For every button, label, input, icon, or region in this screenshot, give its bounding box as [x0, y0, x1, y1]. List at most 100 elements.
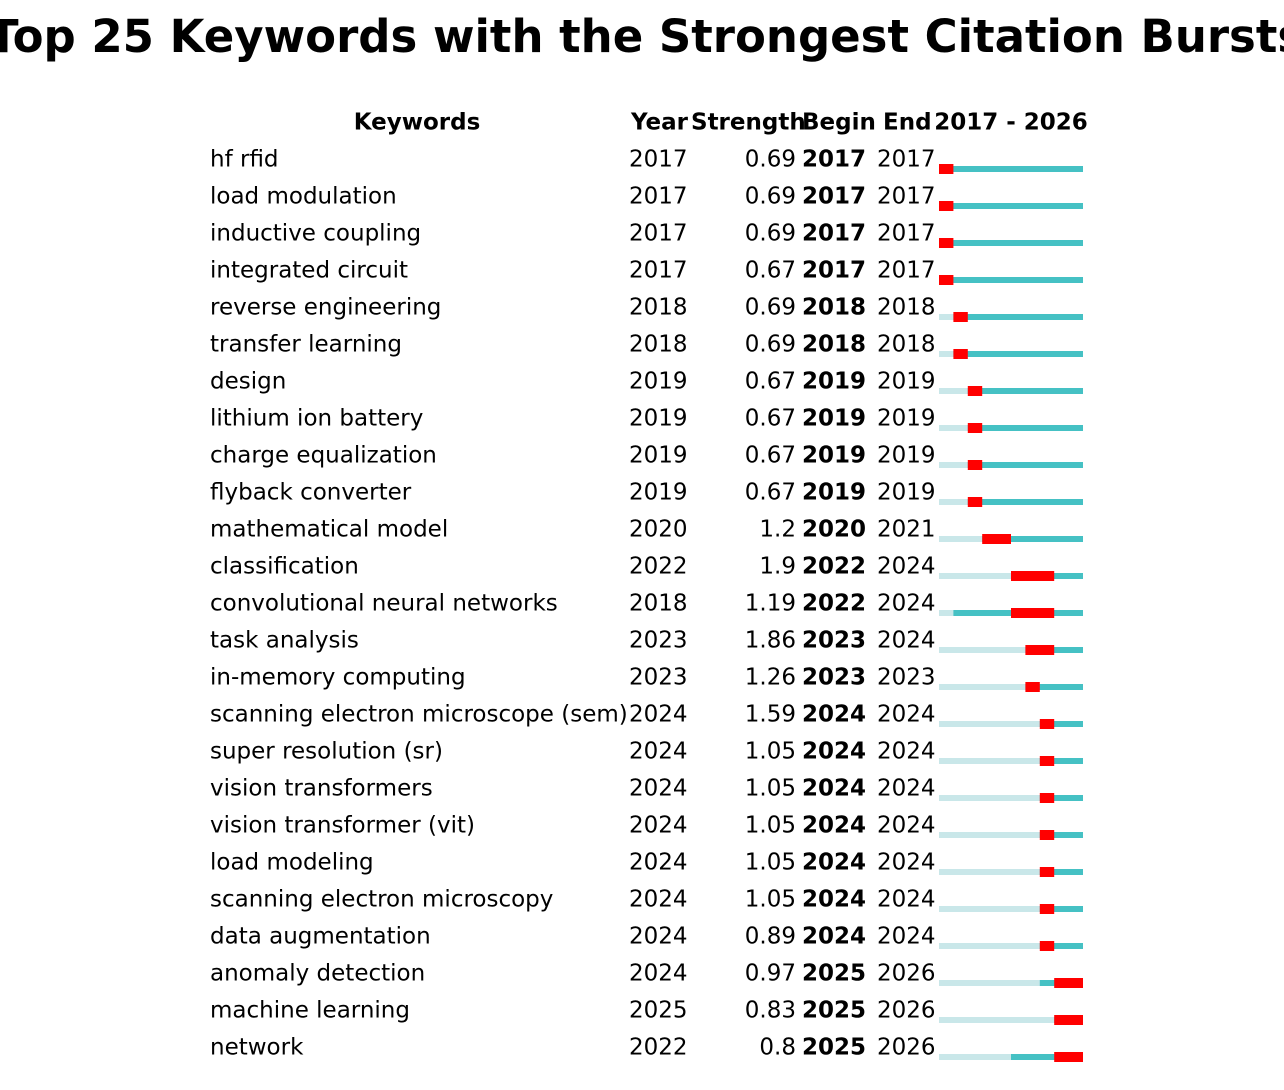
- active-span: [953, 351, 1083, 357]
- burst: [967, 423, 983, 433]
- timeline-base: [939, 943, 1083, 949]
- year: 2019: [629, 406, 688, 432]
- active-span: [967, 499, 1083, 505]
- year: 2018: [629, 295, 688, 321]
- header: Keywords: [354, 110, 481, 136]
- active-span: [953, 314, 1083, 320]
- burst: [1039, 830, 1055, 840]
- begin: 2025: [802, 998, 866, 1024]
- strength: 0.69: [745, 295, 796, 321]
- strength: 0.8: [759, 1035, 796, 1061]
- timeline-base: [939, 758, 1083, 764]
- burst: [953, 349, 968, 359]
- keyword: design: [210, 369, 286, 395]
- burst: [1054, 978, 1083, 988]
- active-span: [939, 203, 1083, 209]
- begin: 2023: [802, 665, 866, 691]
- keyword: in-memory computing: [210, 665, 466, 691]
- timeline-base: [939, 721, 1083, 727]
- keyword: inductive coupling: [210, 221, 421, 247]
- year: 2024: [629, 961, 688, 987]
- year: 2022: [629, 1035, 688, 1061]
- begin: 2024: [802, 887, 866, 913]
- begin: 2019: [802, 369, 866, 395]
- year: 2018: [629, 332, 688, 358]
- keyword: network: [210, 1035, 304, 1061]
- strength: 1.05: [745, 850, 796, 876]
- end: 2026: [877, 1035, 936, 1061]
- year: 2018: [629, 591, 688, 617]
- begin: 2024: [802, 702, 866, 728]
- end: 2024: [877, 924, 936, 950]
- burst: [939, 164, 954, 174]
- timeline-base: [939, 684, 1083, 690]
- year: 2024: [629, 887, 688, 913]
- keyword: scanning electron microscopy: [210, 887, 553, 913]
- end: 2026: [877, 998, 936, 1024]
- end: 2019: [877, 443, 936, 469]
- year: 2025: [629, 998, 688, 1024]
- end: 2024: [877, 887, 936, 913]
- burst: [1054, 1015, 1083, 1025]
- burst: [1039, 941, 1055, 951]
- end: 2018: [877, 332, 936, 358]
- header: Year: [630, 110, 689, 136]
- burst: [967, 460, 983, 470]
- end: 2019: [877, 480, 936, 506]
- year: 2024: [629, 813, 688, 839]
- strength: 1.9: [759, 554, 796, 580]
- active-span: [1011, 1054, 1083, 1060]
- active-span: [967, 425, 1083, 431]
- active-span: [1039, 906, 1083, 912]
- timeline-base: [939, 906, 1083, 912]
- keyword: classification: [210, 554, 359, 580]
- begin: 2017: [802, 184, 866, 210]
- burst: [982, 534, 1011, 544]
- begin: 2024: [802, 924, 866, 950]
- end: 2024: [877, 554, 936, 580]
- strength: 0.69: [745, 184, 796, 210]
- end: 2021: [877, 517, 936, 543]
- begin: 2019: [802, 480, 866, 506]
- active-span: [1039, 721, 1083, 727]
- strength: 0.89: [745, 924, 796, 950]
- end: 2017: [877, 147, 936, 173]
- strength: 1.19: [745, 591, 796, 617]
- strength: 0.69: [745, 332, 796, 358]
- active-span: [1039, 795, 1083, 801]
- timeline-base: [939, 1017, 1083, 1023]
- strength: 1.05: [745, 776, 796, 802]
- keyword: hf rfid: [210, 147, 279, 173]
- year: 2024: [629, 739, 688, 765]
- keyword: data augmentation: [210, 924, 431, 950]
- keyword: lithium ion battery: [210, 406, 423, 432]
- strength: 0.67: [745, 443, 796, 469]
- strength: 0.67: [745, 406, 796, 432]
- end: 2019: [877, 406, 936, 432]
- header: Strength: [691, 110, 806, 136]
- keyword: integrated circuit: [210, 258, 408, 284]
- strength: 0.69: [745, 221, 796, 247]
- keyword: convolutional neural networks: [210, 591, 558, 617]
- begin: 2020: [802, 517, 866, 543]
- begin: 2023: [802, 628, 866, 654]
- burst: [1039, 756, 1055, 766]
- title: Top 25 Keywords with the Strongest Citat…: [0, 10, 1284, 63]
- end: 2023: [877, 665, 936, 691]
- strength: 1.05: [745, 813, 796, 839]
- end: 2024: [877, 628, 936, 654]
- year: 2017: [629, 258, 688, 284]
- begin: 2018: [802, 295, 866, 321]
- active-span: [939, 166, 1083, 172]
- burst: [939, 275, 954, 285]
- begin: 2022: [802, 591, 866, 617]
- begin: 2024: [802, 813, 866, 839]
- year: 2017: [629, 147, 688, 173]
- year: 2019: [629, 369, 688, 395]
- active-span: [967, 388, 1083, 394]
- begin: 2024: [802, 739, 866, 765]
- active-span: [1039, 869, 1083, 875]
- end: 2018: [877, 295, 936, 321]
- burst: [1011, 608, 1055, 618]
